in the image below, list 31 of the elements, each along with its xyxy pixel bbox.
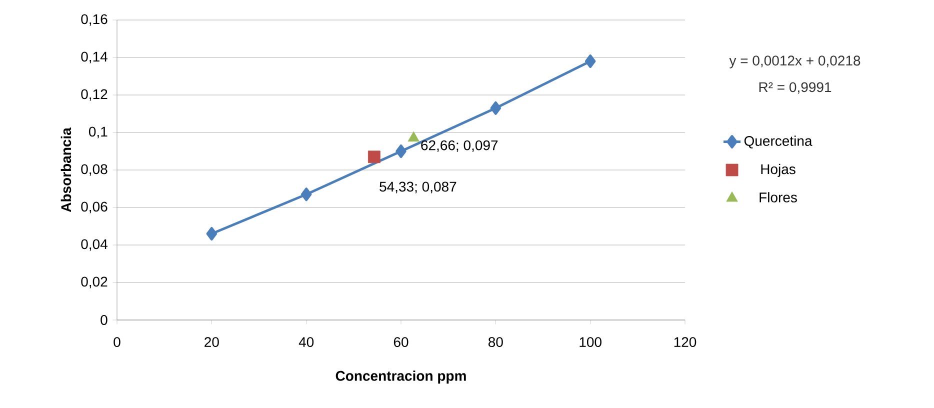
legend-label: Quercetina [744, 136, 812, 148]
annotation: 62,66; 0,097 [421, 140, 498, 152]
point [368, 150, 380, 164]
y-tick-label: 0,1 [88, 126, 108, 138]
point [490, 101, 502, 115]
text: y = 0,0012x + 0,0218 [729, 56, 860, 68]
point [584, 54, 596, 68]
x-tick-label: 100 [580, 337, 602, 348]
y-tick-label: 0,02 [81, 276, 108, 288]
x-axis-title: Concentracion ppm [336, 370, 466, 384]
x-tick-label: 0 [114, 337, 120, 348]
x-tick-label: 120 [674, 337, 696, 348]
y-tick-label: 0,12 [81, 89, 108, 101]
point [300, 188, 312, 202]
y-tick-label: 0 [100, 315, 108, 325]
y-tick-label: 0,14 [81, 52, 108, 64]
y-tick-label: 0,16 [81, 14, 108, 26]
legend-label: Hojas [761, 164, 796, 177]
legend-label: Flores [760, 192, 797, 202]
x-tick-label: 80 [488, 337, 503, 348]
y-axis-title: Absorbancia [60, 128, 72, 212]
point [206, 227, 218, 240]
text: R² = 0,9991 [759, 82, 832, 94]
x-tick-label: 20 [204, 337, 219, 348]
y-tick-label: 0,06 [81, 202, 108, 214]
x-tick-label: 60 [394, 337, 408, 348]
y-tick-label: 0,04 [81, 239, 108, 251]
y-tick-label: 0,08 [81, 164, 108, 176]
x-tick-label: 40 [298, 337, 314, 348]
point [396, 144, 406, 158]
annotation: 54,33; 0,087 [380, 182, 456, 194]
